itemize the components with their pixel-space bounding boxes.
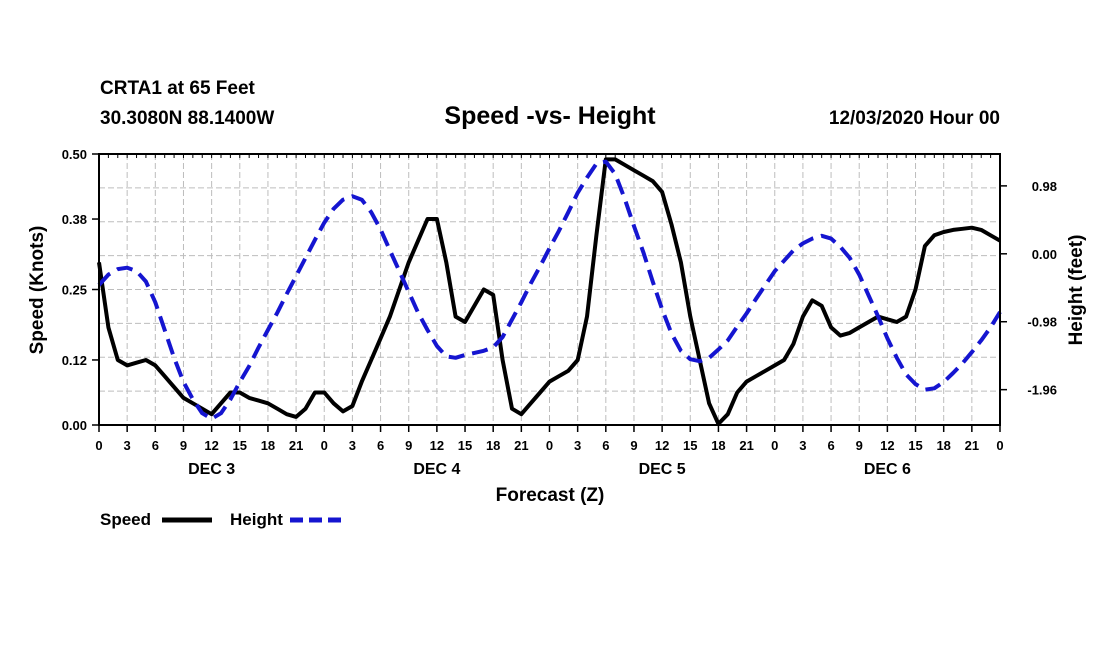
x-tick-label: 15 (683, 438, 697, 453)
x-tick-label: 21 (739, 438, 753, 453)
axis-layer: 0 3 6 9 12 15 18 21 0 3 6 9 12 15 18 21 0 3 6 9 12 15 18 21 0 3 6 9… (62, 147, 1057, 478)
y-tick-label: 0.38 (62, 212, 87, 227)
station-label: CRTA1 at 65 Feet (100, 78, 256, 99)
x-tick-label: 3 (124, 438, 131, 453)
x-tick-label: 6 (152, 438, 159, 453)
x-tick-label: 0 (546, 438, 553, 453)
y-tick-label: 0.50 (62, 147, 87, 162)
legend-label-speed: Speed (100, 510, 151, 529)
series-line-height (97, 159, 1002, 421)
x-tick-label: 15 (908, 438, 922, 453)
y2-tick-label: -0.98 (1027, 315, 1057, 330)
chart-title: Speed -vs- Height (444, 102, 656, 130)
x-tick-label: 18 (936, 438, 950, 453)
x-tick-label: 0 (996, 438, 1003, 453)
x-day-label: DEC 3 (188, 461, 235, 478)
y2-tick-label: 0.98 (1032, 179, 1057, 194)
x-tick-label: 15 (233, 438, 247, 453)
x-day-label: DEC 4 (413, 461, 460, 478)
x-tick-label: 3 (574, 438, 581, 453)
x-tick-label: 6 (827, 438, 834, 453)
y2-axis-label: Height (feet) (1066, 235, 1087, 346)
x-tick-label: 21 (965, 438, 979, 453)
y-tick-label: 0.12 (62, 353, 87, 368)
x-tick-label: 18 (486, 438, 500, 453)
x-tick-label: 21 (514, 438, 528, 453)
x-day-label: DEC 6 (864, 461, 911, 478)
datetime-label: 12/03/2020 Hour 00 (829, 108, 1000, 129)
location-label: 30.3080N 88.1400W (100, 108, 274, 129)
series-layer (97, 157, 1002, 426)
series-line-speed (97, 157, 1001, 426)
legend: Speed Height (100, 510, 342, 529)
x-tick-label: 0 (95, 438, 102, 453)
y2-tick-label: 0.00 (1032, 247, 1057, 262)
x-axis-label: Forecast (Z) (496, 485, 605, 506)
x-day-label: DEC 5 (639, 461, 686, 478)
x-tick-label: 15 (458, 438, 472, 453)
x-tick-label: 6 (602, 438, 609, 453)
y-tick-label: 0.25 (62, 283, 87, 298)
x-tick-label: 0 (321, 438, 328, 453)
x-tick-label: 12 (880, 438, 894, 453)
x-tick-label: 18 (711, 438, 725, 453)
x-tick-label: 3 (799, 438, 806, 453)
y-tick-label: 0.00 (62, 418, 87, 433)
x-tick-label: 9 (630, 438, 637, 453)
x-tick-label: 12 (655, 438, 669, 453)
x-tick-label: 21 (289, 438, 303, 453)
x-tick-label: 0 (771, 438, 778, 453)
x-tick-label: 18 (261, 438, 275, 453)
x-tick-label: 9 (180, 438, 187, 453)
y-axis-label: Speed (Knots) (27, 226, 48, 355)
x-tick-label: 9 (856, 438, 863, 453)
x-tick-label: 12 (430, 438, 444, 453)
y2-tick-label: -1.96 (1027, 383, 1057, 398)
legend-label-height: Height (230, 510, 283, 529)
x-tick-label: 3 (349, 438, 356, 453)
x-tick-label: 6 (377, 438, 384, 453)
x-tick-label: 9 (405, 438, 412, 453)
x-tick-label: 12 (204, 438, 218, 453)
